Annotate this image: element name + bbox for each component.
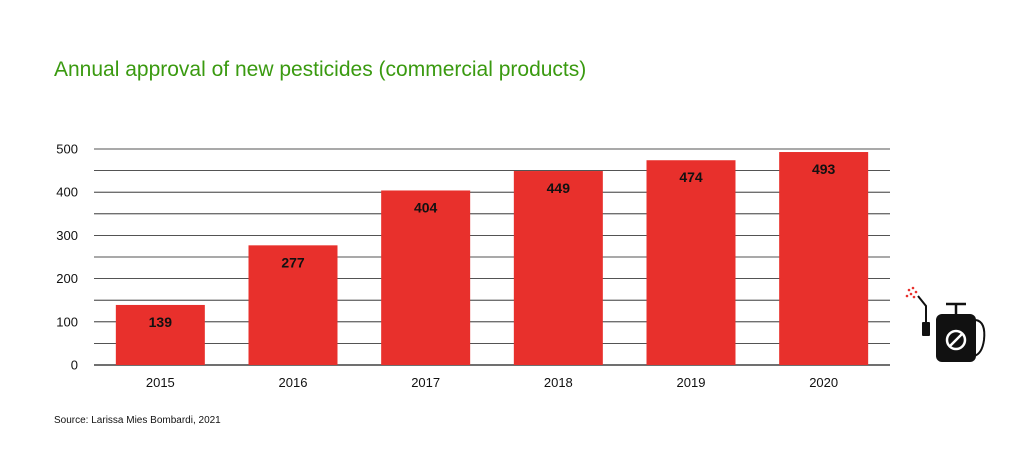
bars [115,152,869,365]
chart-title: Annual approval of new pesticides (comme… [54,58,587,81]
pesticide-sprayer-prohibited-icon [905,286,986,362]
bar [115,304,205,365]
x-tick-label: 2018 [544,375,573,390]
bar-value-label: 493 [812,161,836,177]
x-tick-label: 2016 [279,375,308,390]
y-tick-label: 500 [56,142,78,157]
y-axis-ticks: 0 100 200 300 400 500 [56,142,78,373]
bar-value-label: 474 [679,169,703,185]
x-tick-label: 2015 [146,375,175,390]
y-tick-label: 100 [56,314,78,329]
bar [646,160,736,365]
bar [381,190,471,365]
bar [779,152,869,365]
bar [248,245,338,365]
bar-value-label: 404 [414,199,438,215]
bar [513,171,603,365]
x-tick-label: 2019 [677,375,706,390]
data-labels: 139 277 404 449 474 493 [149,161,836,330]
y-tick-label: 400 [56,185,78,200]
bar-value-label: 449 [547,180,571,196]
y-tick-label: 200 [56,271,78,286]
bar-value-label: 139 [149,314,173,330]
x-tick-label: 2020 [809,375,838,390]
x-axis-ticks: 2015 2016 2017 2018 2019 2020 [146,375,838,390]
y-tick-label: 300 [56,228,78,243]
x-tick-label: 2017 [411,375,440,390]
source-note: Source: Larissa Mies Bombardi, 2021 [54,415,221,426]
bar-value-label: 277 [281,254,305,270]
gridlines [94,148,890,366]
y-tick-label: 0 [71,358,78,373]
